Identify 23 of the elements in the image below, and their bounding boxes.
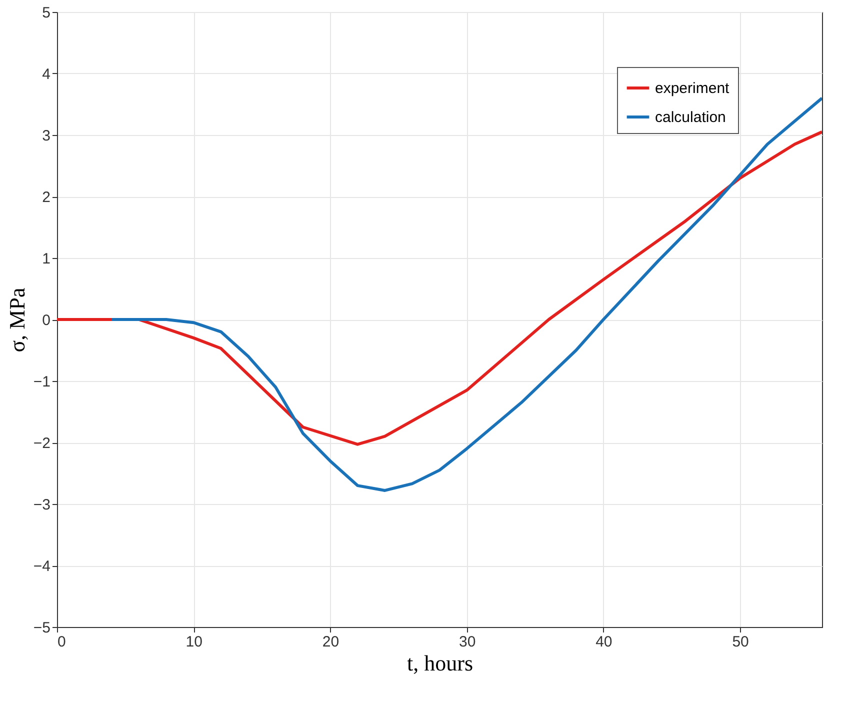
line-series xyxy=(57,130,822,446)
y-tick-label: −4 xyxy=(33,558,50,575)
y-tick-label: −1 xyxy=(33,374,50,390)
x-axis-title: t, hours xyxy=(407,650,473,676)
legend-label: experiment xyxy=(655,80,730,97)
y-axis-title: σ, MPa xyxy=(4,288,30,352)
x-tick-label: 50 xyxy=(732,634,749,650)
x-tick-label: 40 xyxy=(596,634,612,650)
x-tick-label: 10 xyxy=(186,634,202,650)
y-tick-label: 0 xyxy=(42,312,50,329)
y-tick-label: 1 xyxy=(42,250,50,268)
y-tick-label: −3 xyxy=(33,496,50,514)
y-tick-label: −2 xyxy=(33,435,50,452)
y-tick-label: −5 xyxy=(33,620,50,636)
legend-label: calculation xyxy=(655,109,726,126)
y-tick-label: 2 xyxy=(42,189,50,206)
y-tick-label: 4 xyxy=(42,66,50,83)
line-series xyxy=(110,96,822,492)
x-tick-label: 0 xyxy=(58,634,66,650)
y-tick-label: 3 xyxy=(42,128,50,144)
y-tick-label: 5 xyxy=(42,4,50,22)
x-tick-label: 20 xyxy=(322,634,340,650)
x-tick-label: 30 xyxy=(458,634,476,650)
